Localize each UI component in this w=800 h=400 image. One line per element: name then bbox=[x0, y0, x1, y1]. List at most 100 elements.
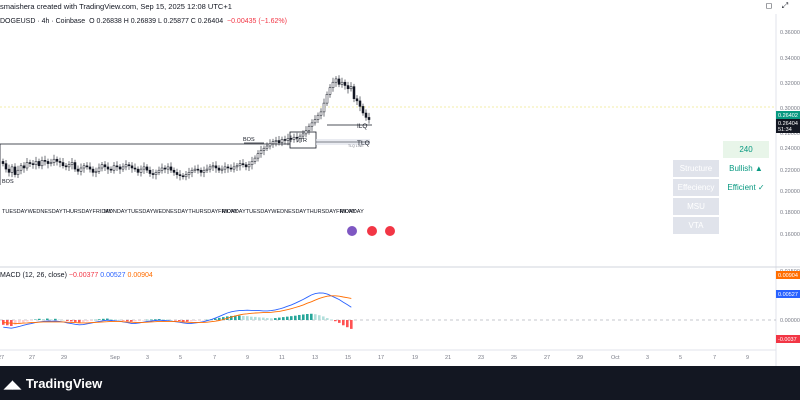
macd-histogram-bar bbox=[310, 313, 313, 320]
candle bbox=[319, 111, 323, 116]
macd-histogram-bar bbox=[78, 320, 81, 323]
macd-histogram-bar bbox=[158, 319, 161, 320]
macd-histogram-bar bbox=[302, 314, 305, 320]
candle bbox=[10, 166, 14, 173]
candle bbox=[232, 166, 236, 170]
time-tick: 13 bbox=[312, 355, 318, 361]
macd-histogram-bar bbox=[98, 319, 101, 320]
macd-histogram-bar bbox=[350, 320, 353, 329]
candle bbox=[361, 106, 365, 114]
price-tick: 0.22000 bbox=[780, 168, 800, 174]
macd-histogram-bar bbox=[34, 319, 37, 321]
time-tick: 27 bbox=[29, 355, 35, 361]
price-tick: 0.16000 bbox=[780, 232, 800, 238]
macd-histogram-bar bbox=[214, 318, 217, 320]
candle bbox=[280, 139, 284, 143]
current-price-label: 0.26404 bbox=[778, 121, 798, 127]
candle bbox=[355, 98, 359, 102]
candle bbox=[193, 168, 197, 171]
fullscreen-icon[interactable]: ⤢ bbox=[781, 1, 789, 10]
camera-icon[interactable]: ◻ bbox=[765, 1, 773, 10]
candle bbox=[91, 168, 95, 173]
macd-histogram-bar bbox=[286, 316, 289, 320]
candle bbox=[97, 167, 101, 172]
candle bbox=[349, 86, 353, 90]
macd-histogram-bar bbox=[290, 316, 293, 320]
candle bbox=[166, 166, 170, 170]
candle bbox=[61, 162, 65, 167]
candle bbox=[28, 162, 32, 164]
macd-histogram-bar bbox=[238, 315, 241, 320]
candle bbox=[205, 168, 209, 171]
candle bbox=[211, 165, 215, 168]
candle bbox=[70, 162, 74, 165]
macd-histogram-bar bbox=[170, 320, 173, 321]
candle bbox=[298, 135, 302, 139]
candle bbox=[136, 168, 140, 173]
macd-histogram-bar bbox=[326, 318, 329, 320]
signal-value-label-bg bbox=[776, 271, 800, 279]
candle bbox=[241, 163, 245, 165]
candle bbox=[112, 165, 116, 171]
candle bbox=[307, 125, 311, 131]
candle bbox=[358, 100, 362, 107]
macd-histogram-bar bbox=[166, 319, 169, 321]
macd-histogram-bar bbox=[342, 320, 345, 326]
price-tick: 0.34000 bbox=[780, 56, 800, 62]
macd-histogram-bar bbox=[110, 319, 113, 320]
candle bbox=[154, 172, 158, 175]
us-flag-event-icon-2[interactable] bbox=[385, 226, 395, 236]
session-label-2: MONDAYTUESDAYWEDNESDAYTHURSDAYFRIDAY bbox=[104, 209, 238, 215]
macd-histogram-bar bbox=[70, 320, 73, 322]
candle bbox=[208, 166, 212, 170]
tlq-line-caption: TLQ LINE bbox=[348, 144, 364, 148]
macd-tick: 0.00000 bbox=[780, 318, 800, 324]
macd-signal-value: 0.00904 bbox=[127, 272, 153, 279]
macd-histogram-bar bbox=[182, 320, 185, 322]
hist-value-label-bg bbox=[776, 335, 800, 343]
table-timeframe: 240 bbox=[723, 141, 769, 158]
candle bbox=[301, 133, 305, 137]
candle bbox=[244, 164, 248, 168]
time-tick: 15 bbox=[345, 355, 351, 361]
price-tick: 0.18000 bbox=[780, 210, 800, 216]
candle bbox=[247, 164, 251, 168]
tradingview-logo[interactable]: ◢◣ TradingView bbox=[4, 376, 102, 391]
symbol-info: DOGEUSD · 4h · Coinbase O 0.26838 H 0.26… bbox=[0, 18, 287, 25]
macd-histogram-bar bbox=[106, 318, 109, 320]
macd-title: MACD (12, 26, close) bbox=[0, 272, 67, 279]
time-tick: Oct bbox=[611, 355, 620, 361]
candle bbox=[151, 173, 155, 175]
macd-histogram-bar bbox=[178, 320, 181, 321]
macd-histogram-bar bbox=[18, 320, 21, 324]
bar-countdown: 51:34 bbox=[778, 127, 792, 133]
candle bbox=[223, 166, 227, 170]
time-tick: 29 bbox=[577, 355, 583, 361]
candle bbox=[265, 145, 269, 149]
time-tick: 7 bbox=[213, 355, 216, 361]
macd-histogram-bar bbox=[46, 318, 49, 320]
candle bbox=[343, 81, 347, 86]
candle bbox=[7, 168, 11, 173]
candle bbox=[271, 141, 275, 145]
macd-histogram-bar bbox=[194, 320, 197, 321]
candle bbox=[142, 166, 146, 170]
price-tick: 0.32000 bbox=[780, 81, 800, 87]
chart-area[interactable]: BOS BOS ILQ TLQ VTR TLQ LINE TUESDAYWEDN… bbox=[0, 0, 800, 366]
macd-histogram-bar bbox=[150, 319, 153, 321]
macd-hist-value: −0.00377 bbox=[68, 272, 99, 279]
chart-credit: smaishera created with TradingView.com, … bbox=[0, 2, 232, 11]
us-flag-event-icon[interactable] bbox=[367, 226, 377, 236]
candle bbox=[79, 167, 83, 172]
candle bbox=[325, 94, 329, 104]
price-axis[interactable]: 0.36000 0.34000 0.32000 0.30000 0.28000 … bbox=[780, 30, 800, 238]
time-tick: 3 bbox=[646, 355, 649, 361]
top-bar: smaishera created with TradingView.com, … bbox=[0, 0, 800, 14]
macd-histogram-bar bbox=[154, 319, 157, 320]
time-axis[interactable]: 27 27 29 Sep 3 5 7 9 11 13 15 17 19 21 2… bbox=[0, 355, 749, 361]
event-icon-1[interactable] bbox=[347, 226, 357, 236]
candle bbox=[82, 165, 86, 169]
candle bbox=[100, 164, 104, 169]
macd-histogram-bar bbox=[130, 320, 133, 322]
candle bbox=[109, 168, 113, 171]
